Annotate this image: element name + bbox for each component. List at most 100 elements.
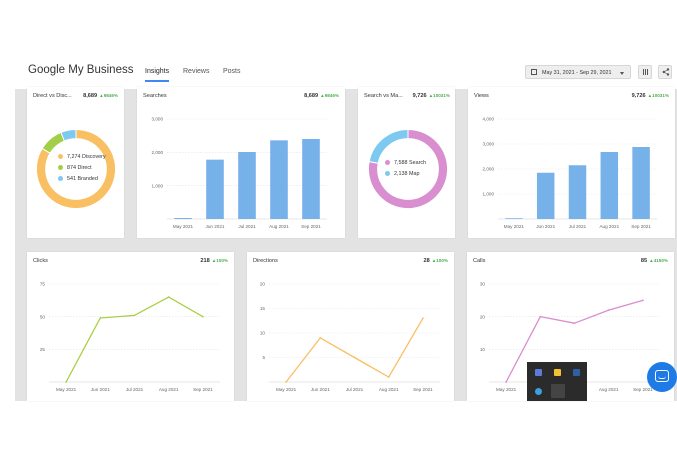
- card-directions: Directions 28 ▲100% 5 10 15 20 May 2021 Jun 20…: [247, 252, 454, 401]
- chat-button[interactable]: [647, 362, 677, 392]
- y-tick-label: 20: [260, 282, 266, 287]
- bar-sep-2021: [632, 147, 650, 219]
- tray-cloud-icon[interactable]: [535, 388, 542, 395]
- card-total: 9,726 ▲10031%: [412, 93, 450, 99]
- x-tick-label: May 2021: [173, 224, 194, 229]
- bar-jun-2021: [536, 172, 555, 219]
- clicks-line-chart: 25 50 75 May 2021 Jun 2021 Jul 2021 Aug 2021 Se…: [40, 282, 220, 392]
- x-tick-label: May 2021: [56, 387, 77, 392]
- point-jul-2021: [133, 314, 136, 317]
- x-tick-label: Jul 2021: [346, 387, 364, 392]
- tray-pen-icon[interactable]: [551, 384, 565, 398]
- system-tray-popup: [527, 362, 587, 401]
- legend-label: 7,588 Search: [394, 159, 427, 166]
- chat-smile: [658, 376, 666, 379]
- x-tick-label: Aug 2021: [599, 387, 619, 392]
- card-title: Views: [474, 93, 489, 99]
- y-tick-label: 2,000: [152, 150, 164, 155]
- card-title: Search vs Ma...: [364, 93, 403, 99]
- active-tab-indicator: [145, 80, 169, 82]
- card-total: 218 ▲100%: [200, 258, 228, 264]
- donut-legend: 7,274 Discovery 874 Direct 541 Branded: [58, 151, 106, 184]
- change-value: 9846%: [324, 93, 339, 98]
- columns-button[interactable]: [638, 65, 652, 79]
- donut-slice-discovery: [35, 128, 117, 210]
- card-clicks: Clicks 218 ▲100% 25 50 75 May 2021 Jun 2021 Ju…: [27, 252, 234, 401]
- x-tick-label: Jul 2021: [238, 224, 256, 229]
- legend-item-discovery: 7,274 Discovery: [58, 151, 106, 162]
- y-tick-label: 10: [480, 347, 486, 352]
- point-aug-2021: [167, 296, 170, 298]
- series-line: [285, 317, 424, 383]
- donut-chart: [368, 128, 449, 210]
- card-title: Calls: [473, 258, 486, 264]
- point-may-2021: [505, 381, 507, 383]
- card-total: 9,726 ▲10031%: [631, 93, 669, 99]
- change-value: 4150%: [653, 258, 668, 263]
- tab-insights[interactable]: Insights: [145, 68, 170, 75]
- x-tick-label: Jul 2021: [126, 387, 144, 392]
- donut-chart: [35, 128, 117, 210]
- donut-slice-map: [368, 128, 409, 164]
- change-value: 100%: [436, 258, 448, 263]
- point-sep-2021: [202, 315, 204, 318]
- change-value: 100%: [216, 258, 228, 263]
- tab-posts[interactable]: Posts: [223, 68, 241, 75]
- total-value: 9,726: [412, 93, 427, 99]
- x-tick-label: Jun 2021: [311, 387, 330, 392]
- bar-aug-2021: [600, 152, 619, 219]
- total-value: 9,726: [631, 93, 646, 99]
- total-value: 218: [200, 258, 210, 264]
- bar-jul-2021: [568, 165, 587, 219]
- card-total: 85 ▲4150%: [640, 258, 668, 264]
- chevron-down-icon: [620, 72, 624, 75]
- bar-jul-2021: [238, 152, 256, 219]
- point-aug-2021: [607, 309, 610, 312]
- tray-shield-icon[interactable]: [554, 369, 561, 376]
- y-tick-label: 1,000: [152, 183, 164, 188]
- donut-legend: 7,588 Search 2,138 Map: [385, 157, 426, 179]
- chat-icon: [655, 370, 669, 382]
- legend-item-search: 7,588 Search: [385, 157, 426, 168]
- y-tick-label: 10: [260, 331, 266, 336]
- bar-aug-2021: [270, 140, 288, 219]
- change-value: 9846%: [103, 93, 118, 98]
- y-tick-label: 2,000: [483, 167, 495, 172]
- directions-line-chart: 5 10 15 20 May 2021 Jun 2021 Jul 2021 Aug 2021 S…: [260, 282, 440, 392]
- share-button[interactable]: [658, 65, 672, 79]
- y-tick-label: 50: [40, 314, 46, 319]
- card-total: 8,689 ▲9846%: [304, 93, 339, 99]
- legend-item-map: 2,138 Map: [385, 168, 426, 179]
- card-search-vs-maps: Search vs Ma... 9,726 ▲10031% 7,588 Searc…: [358, 87, 455, 238]
- tray-app-icon[interactable]: [535, 369, 542, 376]
- total-value: 28: [423, 258, 430, 264]
- y-tick-label: 4,000: [483, 117, 495, 122]
- x-tick-label: Aug 2021: [599, 224, 619, 229]
- x-tick-label: May 2021: [276, 387, 297, 392]
- y-tick-label: 5: [262, 355, 265, 360]
- total-value: 8,689: [83, 93, 98, 99]
- x-tick-label: May 2021: [496, 387, 517, 392]
- date-range-picker[interactable]: May 31, 2021 - Sep 29, 2021: [525, 65, 631, 79]
- card-title: Clicks: [33, 258, 48, 264]
- point-jul-2021: [353, 356, 356, 359]
- y-tick-label: 25: [40, 347, 46, 352]
- point-aug-2021: [387, 376, 390, 378]
- y-tick-label: 15: [260, 306, 266, 311]
- calendar-icon: [531, 69, 537, 75]
- change-value: 10031%: [433, 93, 450, 98]
- header-bar: Google My Business Insights Reviews Post…: [20, 60, 677, 86]
- legend-swatch: [58, 176, 63, 181]
- x-tick-label: Jun 2021: [536, 224, 555, 229]
- bar-sep-2021: [302, 139, 320, 219]
- tray-network-icon[interactable]: [573, 369, 580, 376]
- x-tick-label: Aug 2021: [379, 387, 399, 392]
- point-may-2021: [285, 381, 287, 383]
- legend-swatch: [58, 154, 63, 159]
- x-tick-label: Jul 2021: [569, 224, 587, 229]
- x-tick-label: Jun 2021: [206, 224, 225, 229]
- y-tick-label: 75: [40, 282, 46, 287]
- point-jun-2021: [539, 315, 542, 318]
- tab-reviews[interactable]: Reviews: [183, 68, 210, 75]
- x-tick-label: Sep 2021: [301, 224, 321, 229]
